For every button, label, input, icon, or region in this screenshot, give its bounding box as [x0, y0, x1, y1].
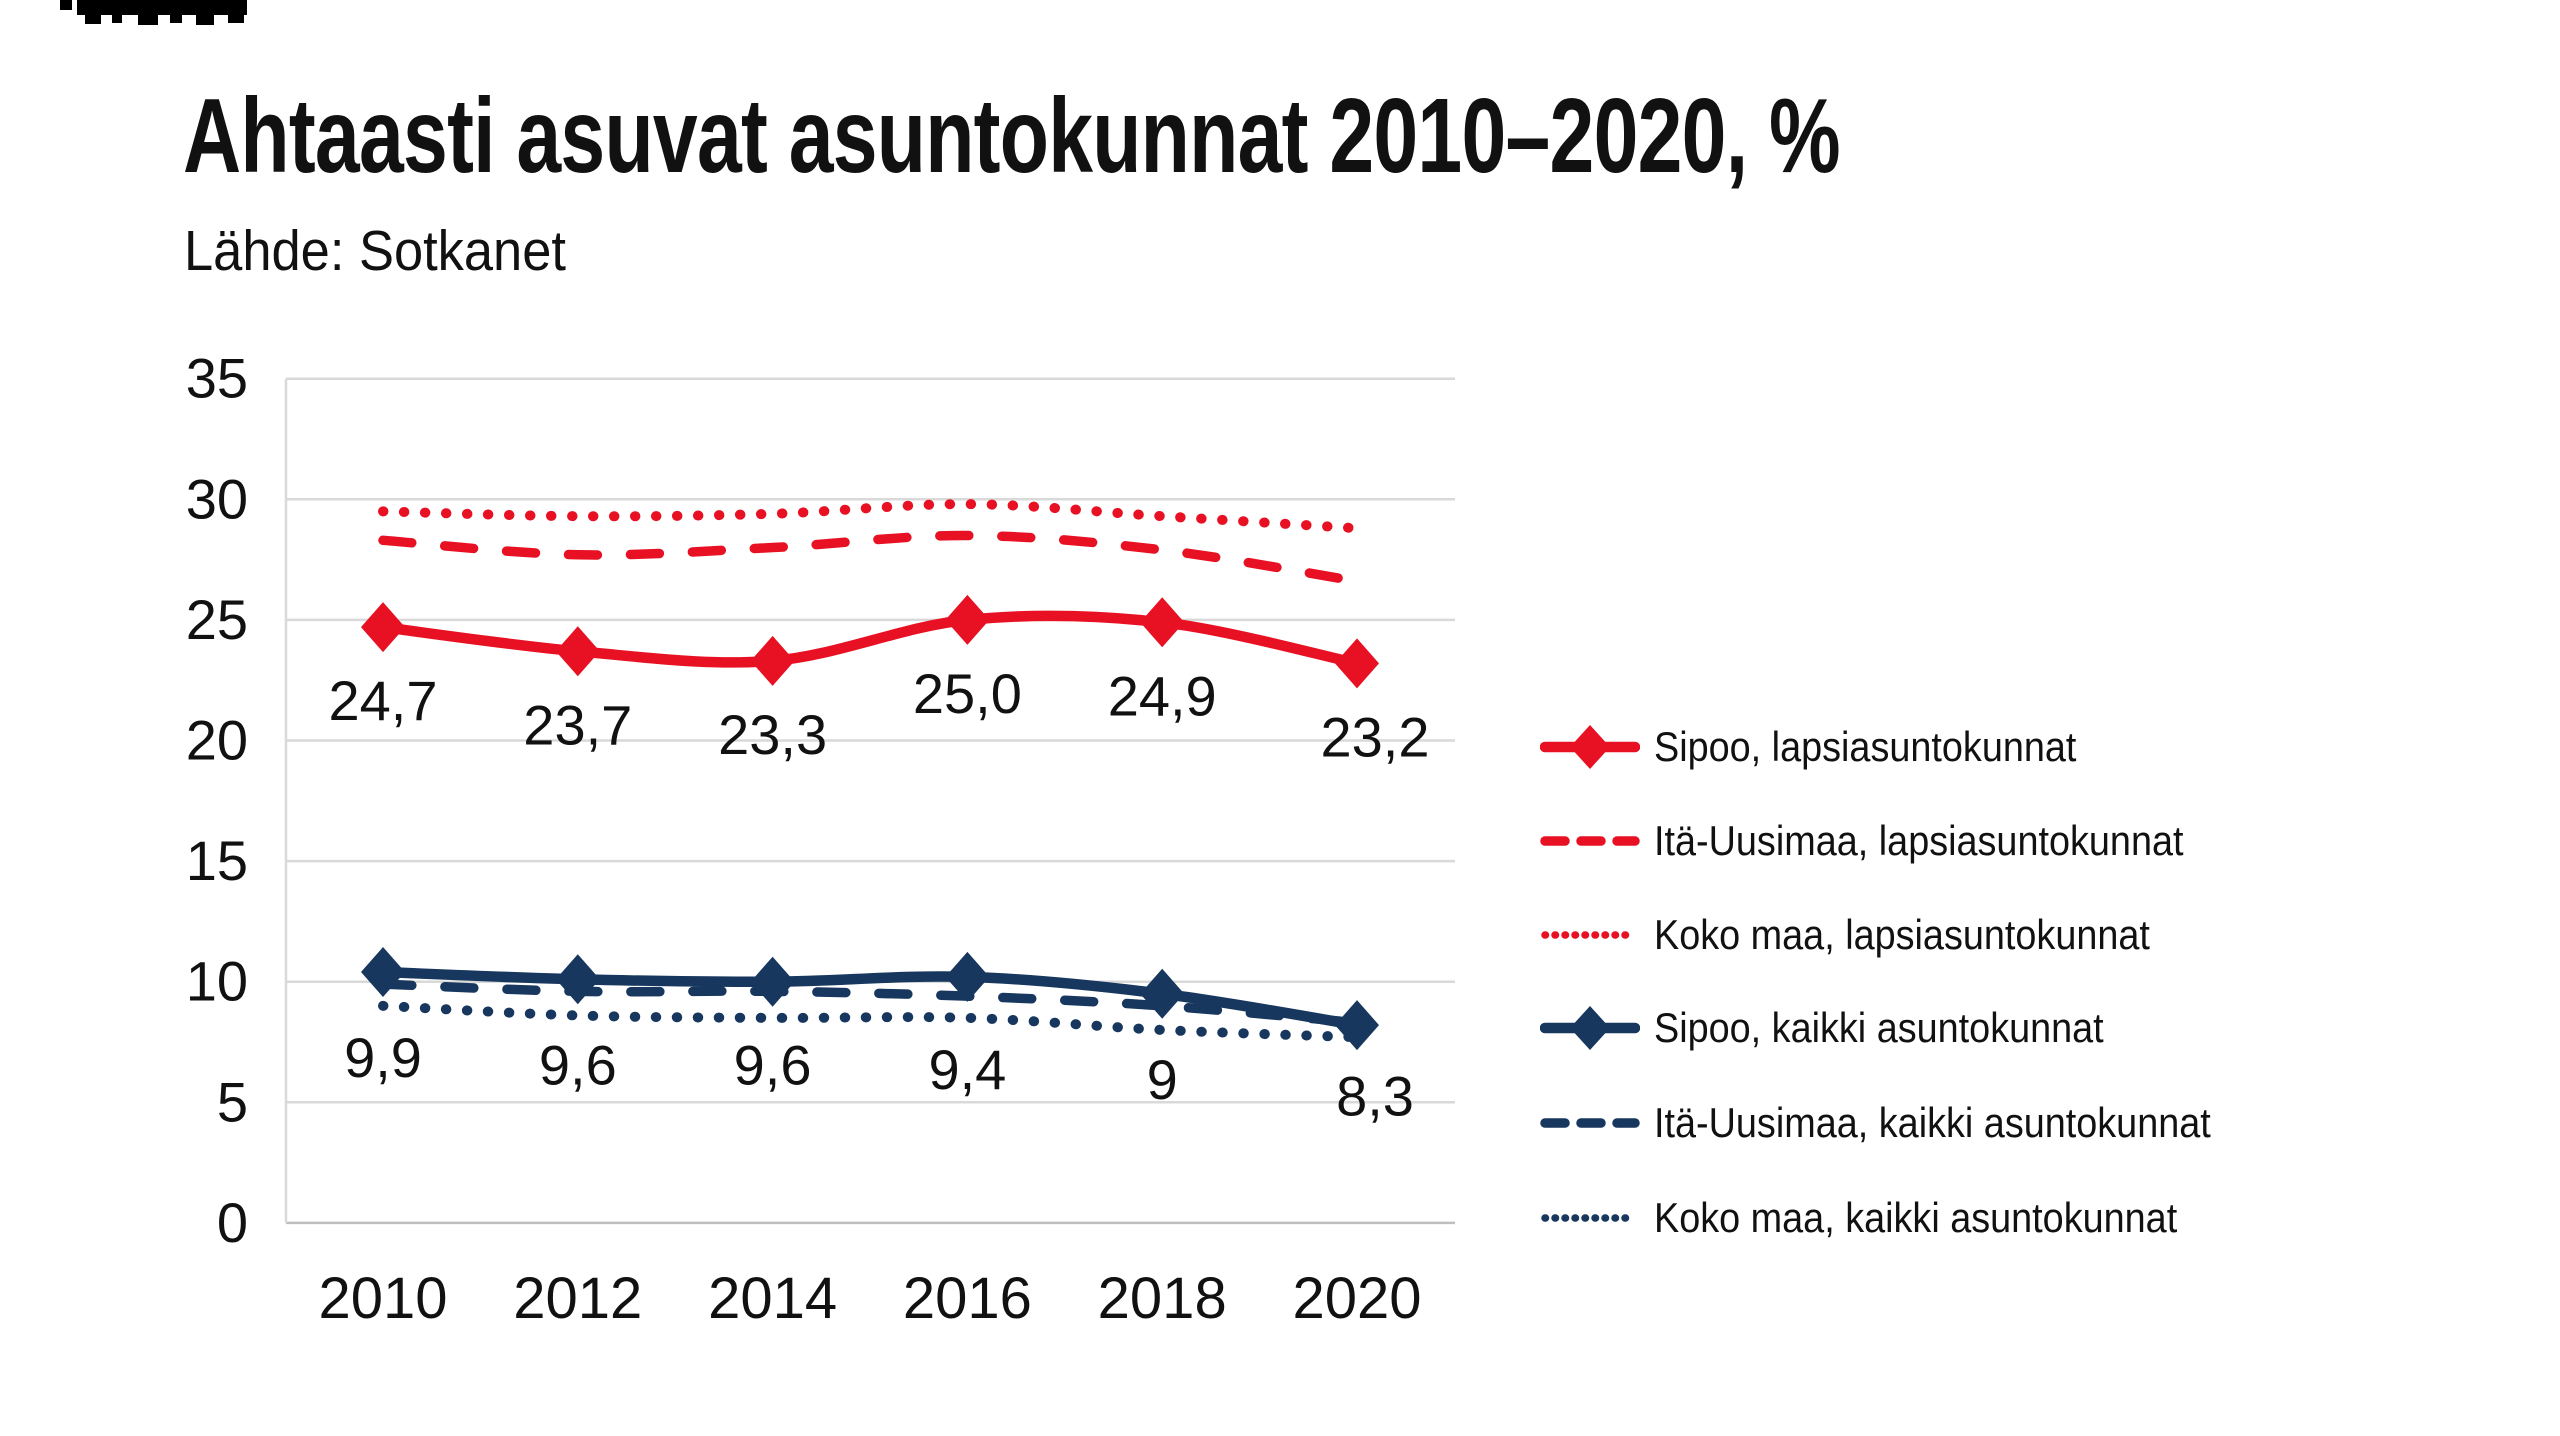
data-label: 9	[1147, 1048, 1178, 1111]
artifact-pixel-block	[228, 15, 244, 23]
legend-label: Sipoo, lapsiasuntokunnat	[1654, 723, 2077, 770]
diamond-marker	[361, 602, 405, 653]
y-tick-label: 5	[217, 1070, 248, 1133]
legend-label: Koko maa, lapsiasuntokunnat	[1654, 911, 2150, 958]
artifact-pixel-block	[170, 15, 182, 23]
data-label: 25,0	[913, 662, 1022, 725]
legend-item: Sipoo, lapsiasuntokunnat	[1540, 715, 2123, 779]
diamond-marker	[750, 635, 795, 686]
series-line-dashed-red	[378, 530, 1362, 587]
diamond-marker	[1335, 1000, 1379, 1051]
y-tick-label: 20	[186, 709, 248, 772]
legend-label: Itä-Uusimaa, lapsiasuntokunnat	[1654, 817, 2184, 864]
legend-dotted-swatch	[1541, 931, 1639, 939]
diamond-marker	[1335, 638, 1379, 689]
legend-item: Itä-Uusimaa, lapsiasuntokunnat	[1540, 809, 2242, 873]
data-series	[361, 499, 1379, 1051]
x-tick-label: 2016	[903, 1266, 1032, 1331]
data-label: 8,3	[1336, 1065, 1414, 1128]
diamond-marker	[555, 626, 600, 677]
artifact-pixel-block	[138, 15, 158, 25]
x-tick-label: 2010	[318, 1266, 447, 1331]
x-tick-label: 2018	[1098, 1266, 1227, 1331]
series-line-dotted-red	[378, 499, 1362, 534]
y-tick-label: 30	[186, 467, 248, 530]
legend-label: Koko maa, kaikki asuntokunnat	[1654, 1194, 2178, 1241]
legend-label: Itä-Uusimaa, kaikki asuntokunnat	[1654, 1099, 2211, 1146]
y-axis-tick-labels: 0 5 10 15 20 25 30 35	[186, 347, 248, 1254]
diamond-marker	[1140, 597, 1185, 648]
legend-diamond-marker	[1570, 1006, 1610, 1050]
artifact-pixel-block	[112, 15, 122, 23]
legend-dashed-swatch	[1540, 1118, 1640, 1128]
legend-solid-swatch	[1540, 1006, 1640, 1050]
diamond-marker	[945, 951, 990, 1002]
data-label: 23,3	[718, 703, 827, 766]
legend-item: Koko maa, lapsiasuntokunnat	[1540, 903, 2205, 967]
artifact-pixel-block	[196, 15, 214, 25]
data-label: 9,6	[734, 1033, 812, 1096]
y-tick-label: 0	[217, 1191, 248, 1254]
y-tick-label: 10	[186, 950, 248, 1013]
diamond-marker	[1140, 968, 1185, 1019]
y-tick-label: 15	[186, 829, 248, 892]
legend-item: Itä-Uusimaa, kaikki asuntokunnat	[1540, 1091, 2273, 1155]
series-line-solid-navy	[377, 966, 1363, 1031]
artifact-pixel-block	[60, 0, 72, 10]
diamond-marker	[555, 954, 600, 1005]
data-label: 24,9	[1108, 664, 1217, 727]
chart-source: Lähde: Sotkanet	[184, 219, 566, 283]
y-tick-label: 25	[186, 588, 248, 651]
gridlines	[284, 377, 1455, 1225]
legend-item: Sipoo, kaikki asuntokunnat	[1540, 996, 2154, 1060]
data-label: 9,4	[928, 1038, 1006, 1101]
legend-dotted-swatch	[1541, 1214, 1639, 1222]
x-axis-tick-labels: 2010 2012 2014 2016 2018 2020	[318, 1266, 1421, 1331]
data-label: 23,7	[523, 693, 632, 756]
y-tick-label: 35	[186, 347, 248, 410]
x-tick-label: 2012	[513, 1266, 642, 1331]
legend-item: Koko maa, kaikki asuntokunnat	[1540, 1186, 2235, 1250]
series-line-dotted-navy	[378, 1000, 1362, 1043]
series-line-solid-red	[377, 610, 1363, 669]
diamond-marker	[945, 594, 990, 645]
artifact-pixel-block	[77, 0, 247, 15]
diamond-marker	[361, 947, 405, 998]
data-label: 9,6	[539, 1033, 617, 1096]
diamond-marker	[750, 956, 795, 1007]
legend-diamond-marker	[1570, 725, 1610, 769]
x-tick-label: 2020	[1292, 1266, 1421, 1331]
chart-title: Ahtaasti asuvat asuntokunnat 2010–2020, …	[183, 77, 1841, 195]
data-label: 24,7	[329, 669, 438, 732]
cropped-screenshot-artifact	[60, 0, 247, 25]
legend-solid-swatch	[1540, 725, 1640, 769]
series-line-dashed-navy	[378, 979, 1362, 1028]
artifact-pixel-block	[85, 15, 101, 24]
legend-label: Sipoo, kaikki asuntokunnat	[1654, 1004, 2104, 1051]
data-labels: 24,7 23,7 23,3 25,0 24,9 23,2 9,9 9,6 9,6 9,4 9 8,3	[329, 662, 1430, 1128]
legend-dashed-swatch	[1540, 836, 1640, 846]
x-tick-label: 2014	[708, 1266, 837, 1331]
data-label: 9,9	[344, 1026, 422, 1089]
data-label: 23,2	[1321, 705, 1430, 768]
